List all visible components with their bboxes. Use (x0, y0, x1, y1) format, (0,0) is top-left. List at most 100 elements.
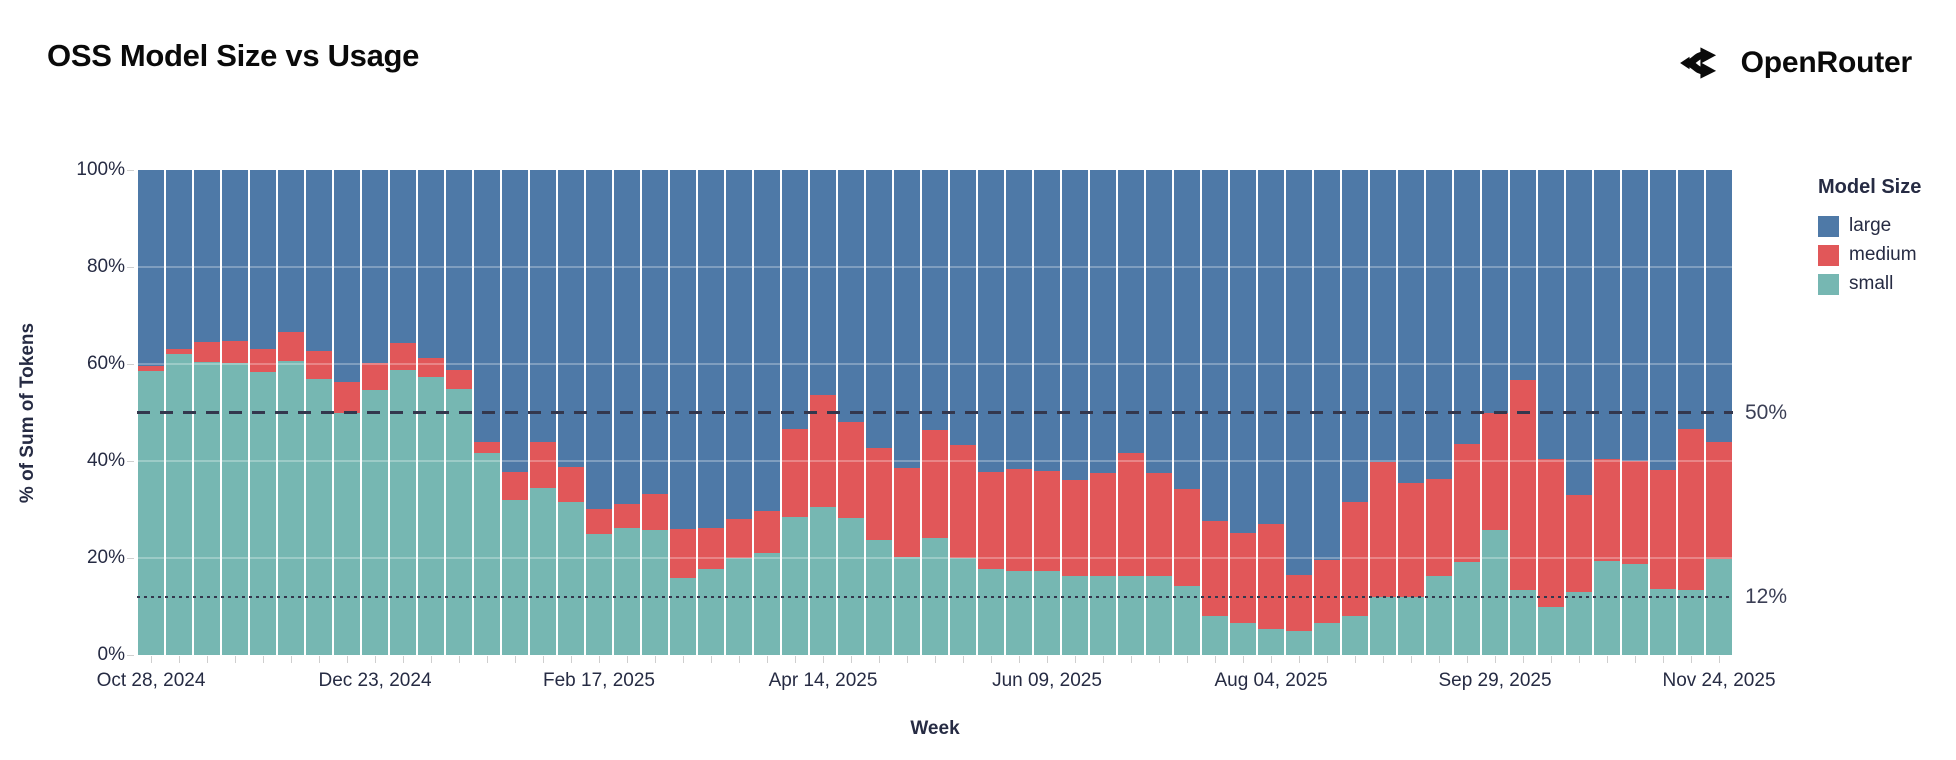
bar-segment-large (1342, 170, 1368, 502)
x-tick-mark (403, 656, 404, 663)
bar-segment-medium (642, 494, 668, 530)
bar-segment-small (1202, 616, 1228, 655)
bar-segment-medium (1594, 459, 1620, 562)
bar-segment-large (1174, 170, 1200, 490)
x-tick-mark (431, 656, 432, 663)
bar-segment-small (278, 360, 304, 655)
bar-segment-medium (1258, 523, 1284, 630)
bar-segment-medium (390, 343, 416, 370)
legend-swatch-large (1818, 215, 1839, 237)
legend-items: large medium small (1818, 215, 1921, 295)
bar-segment-large (1258, 170, 1284, 524)
bar-segment-medium (1146, 472, 1172, 577)
bar-segment-medium (1650, 470, 1676, 589)
bar-segment-medium (978, 471, 1004, 570)
x-tick-mark (683, 656, 684, 663)
gridline-40 (137, 460, 1733, 462)
x-tick-mark (1103, 656, 1104, 663)
bar-segment-medium (1482, 412, 1508, 530)
bar-segment-medium (1706, 441, 1732, 559)
bar-segment-medium (1426, 479, 1452, 576)
bar-segment-large (950, 170, 976, 445)
bar-segment-medium (334, 382, 360, 413)
gridline-20 (137, 557, 1733, 559)
bar-segment-small (530, 488, 556, 655)
bar-segment-small (894, 556, 920, 655)
bar-segment-large (866, 170, 892, 449)
page-title: OSS Model Size vs Usage (47, 38, 420, 73)
x-tick-mark (1495, 656, 1496, 663)
x-tick-mark (1215, 656, 1216, 663)
bar-segment-medium (1062, 479, 1088, 576)
bar-segment-medium (1454, 443, 1480, 562)
bar-segment-large (1398, 170, 1424, 483)
bar-segment-small (978, 569, 1004, 655)
bar-segment-large (1314, 170, 1340, 560)
bar-segment-large (614, 170, 640, 505)
bar-segment-small (698, 569, 724, 655)
bar-segment-small (1006, 570, 1032, 655)
x-tick-mark (599, 656, 600, 663)
legend-swatch-medium (1818, 244, 1839, 266)
bar-segment-large (334, 170, 360, 383)
legend-label: large (1849, 215, 1892, 236)
bar-segment-medium (1370, 462, 1396, 597)
bar-segment-large (1006, 170, 1032, 470)
x-tick-mark (235, 656, 236, 663)
bar-segment-medium (194, 341, 220, 362)
x-tick-label: Sep 29, 2025 (1438, 670, 1552, 691)
x-tick-mark (151, 656, 152, 663)
x-tick-label: Aug 04, 2025 (1214, 670, 1328, 691)
bar-segment-large (1230, 170, 1256, 533)
bar-segment-large (698, 170, 724, 529)
bar-segment-medium (1118, 452, 1144, 576)
x-tick-mark (179, 656, 180, 663)
legend-item-small: small (1818, 273, 1921, 295)
bar-segment-medium (1174, 489, 1200, 587)
bar-segment-medium (586, 508, 612, 534)
bar-segment-large (1202, 170, 1228, 522)
x-tick-mark (1047, 656, 1048, 663)
bar-segment-large (1062, 170, 1088, 480)
bar-segment-medium (362, 363, 388, 391)
bar-segment-large (1286, 170, 1312, 575)
bar-segment-large (1594, 170, 1620, 460)
bar-segment-medium (418, 358, 444, 377)
bar-segment-small (1510, 589, 1536, 655)
bar-segment-medium (222, 341, 248, 363)
x-tick-mark (1663, 656, 1664, 663)
bar-segment-large (166, 170, 192, 350)
y-tick-label: 100% (76, 159, 125, 180)
bar-segment-small (558, 501, 584, 655)
bar-segment-medium (250, 349, 276, 372)
x-tick-mark (739, 656, 740, 663)
bar-segment-large (306, 170, 332, 352)
x-tick-mark (1607, 656, 1608, 663)
y-tick-mark (127, 364, 134, 365)
bar-segment-large (1370, 170, 1396, 463)
bar-segment-small (1370, 596, 1396, 655)
x-tick-mark (1411, 656, 1412, 663)
bar-segment-medium (894, 468, 920, 557)
legend-label: medium (1849, 244, 1917, 265)
bar-segment-large (1510, 170, 1536, 380)
bar-segment-small (1118, 575, 1144, 655)
bar-segment-large (978, 170, 1004, 472)
bar-segment-small (1538, 607, 1564, 655)
bar-segment-small (782, 516, 808, 655)
x-tick-mark (1579, 656, 1580, 663)
bar-segment-medium (1286, 574, 1312, 632)
bar-segment-medium (1538, 458, 1564, 608)
x-axis-title: Week (910, 718, 960, 739)
bar-segment-small (1342, 616, 1368, 655)
legend-swatch-small (1818, 273, 1839, 295)
bar-segment-large (138, 170, 164, 367)
bar-segment-medium (1314, 559, 1340, 624)
x-tick-mark (347, 656, 348, 663)
x-tick-mark (515, 656, 516, 663)
bar-segment-small (1258, 629, 1284, 655)
x-tick-mark (319, 656, 320, 663)
bar-segment-small (1034, 571, 1060, 655)
bar-segment-small (1650, 588, 1676, 655)
x-tick-mark (1159, 656, 1160, 663)
